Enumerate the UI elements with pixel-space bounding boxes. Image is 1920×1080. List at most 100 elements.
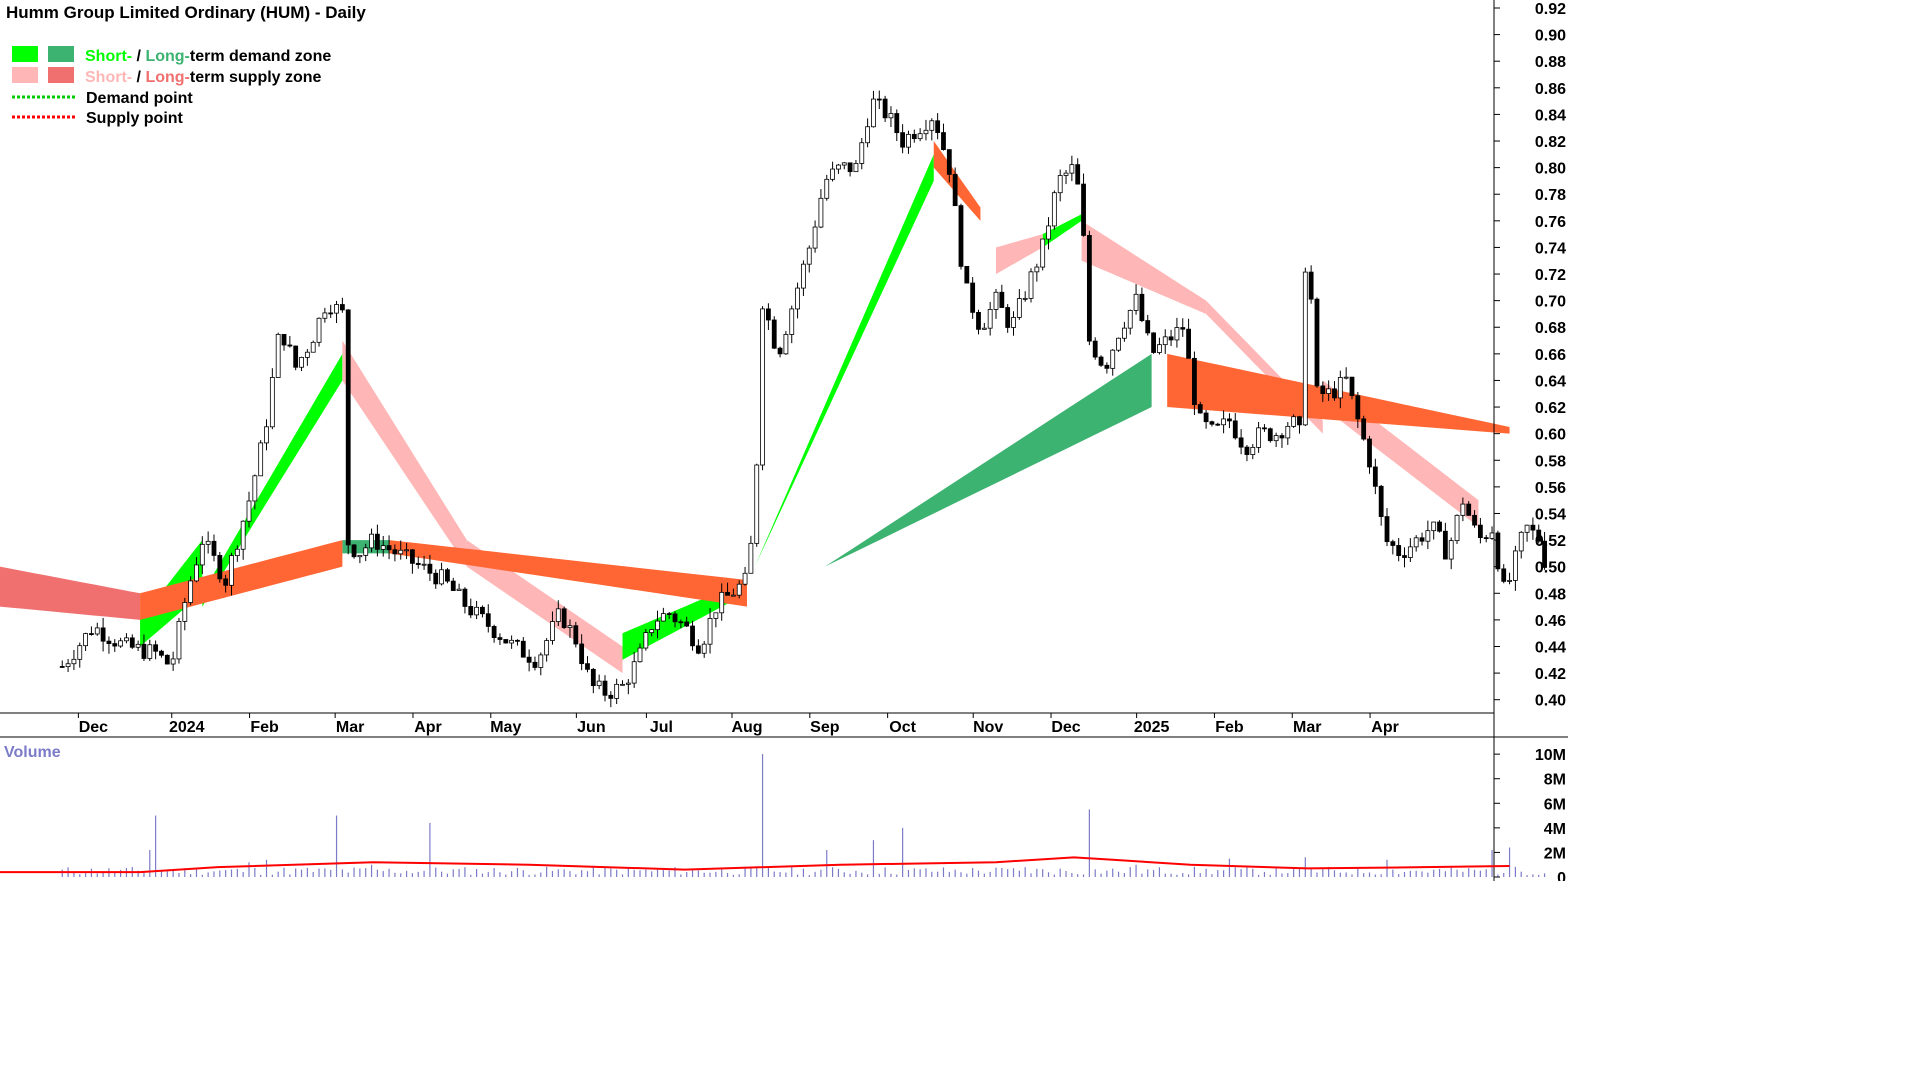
price-bar-body [445, 569, 450, 582]
price-bar-body [1518, 531, 1524, 552]
price-bar-body [1425, 530, 1431, 542]
price-bar-body [217, 555, 223, 580]
price-bar-body [1483, 537, 1489, 540]
price-bar-body [65, 663, 71, 668]
price-tick-label: 0.50 [1535, 560, 1566, 577]
price-bar-body [567, 625, 573, 628]
price-bar-body [964, 265, 970, 284]
date-tick-label: Oct [889, 719, 916, 736]
date-tick-label: Feb [250, 719, 279, 736]
price-bar-body [503, 639, 509, 644]
legend-supply-short: Short- [85, 69, 132, 86]
price-bar-body [917, 133, 923, 140]
price-bar-body [1477, 524, 1483, 539]
volume-y-ticks: 10M 8M 6M 4M 2M 0 [1494, 747, 1566, 881]
price-bar-body [923, 129, 929, 135]
price-bar-body [818, 197, 824, 228]
price-bar-body [1180, 327, 1186, 330]
price-bar-body [1442, 530, 1448, 560]
price-bar-body [1536, 529, 1542, 542]
price-bar-body [1215, 423, 1221, 426]
price-bar-body [1320, 385, 1326, 394]
long-term-supply-zone-band [0, 566, 141, 620]
price-bar-body [789, 308, 795, 335]
price-bar-body [754, 464, 760, 544]
price-tick-label: 0.64 [1535, 373, 1566, 390]
price-bar-body [783, 334, 789, 355]
short-term-supply-zone-band [996, 234, 1043, 275]
price-bar-body [1524, 524, 1530, 533]
price-bar-body [655, 620, 660, 631]
price-bar-body [643, 632, 649, 649]
price-bar-body [199, 543, 205, 566]
price-bar-body [894, 113, 900, 134]
price-bar-body [421, 563, 427, 566]
price-bar-body [211, 540, 217, 556]
date-tick-label: Mar [336, 719, 364, 736]
price-bar-body [853, 163, 859, 173]
date-tick-label: Dec [1051, 719, 1080, 736]
price-bar-body [1308, 271, 1314, 300]
legend-demand-zone: Short- / Long-term demand zone [85, 48, 331, 65]
short-term-supply-zone-band [1081, 220, 1207, 314]
legend-long-demand-swatch [48, 46, 74, 62]
price-bar-body [188, 580, 194, 603]
volume-tick-label: 2M [1544, 845, 1566, 862]
price-tick-label: 0.60 [1535, 427, 1566, 444]
price-bar-body [941, 132, 946, 150]
price-bar-body [865, 126, 871, 144]
price-bar-body [497, 637, 503, 640]
price-bar-body [1227, 418, 1232, 422]
price-bar-body [1326, 388, 1332, 394]
price-bar-body [614, 683, 620, 699]
legend-demand-rest: term demand zone [190, 48, 331, 65]
price-bar-body [736, 583, 742, 596]
price-bar-body [392, 549, 398, 555]
price-bar-body [1121, 327, 1127, 339]
short-term-supply-zone-band [466, 540, 623, 674]
legend-supply-point: Supply point [86, 110, 184, 127]
price-bar-body [1168, 336, 1174, 341]
price-bar-body [678, 621, 684, 624]
price-bar-body [118, 640, 124, 647]
price-bar-body [170, 658, 176, 665]
price-tick-label: 0.40 [1535, 693, 1566, 710]
price-bar-body [859, 142, 865, 164]
price-bar-body [561, 608, 567, 628]
price-bar-body [906, 133, 911, 148]
price-bar-body [1092, 340, 1098, 358]
price-bar-body [847, 162, 853, 173]
price-bar-body [1448, 540, 1454, 560]
price-bar-body [334, 304, 339, 314]
price-tick-label: 0.54 [1535, 506, 1566, 523]
price-bar-body [357, 554, 363, 558]
price-bar-body [573, 625, 579, 645]
price-bar-body [223, 578, 229, 586]
price-bar-body [147, 644, 153, 659]
short-term-demand-zone-band [202, 353, 343, 607]
price-bar-body [830, 168, 835, 180]
price-bar-body [129, 637, 135, 648]
price-bar-body [882, 98, 888, 119]
price-bar-body [725, 591, 730, 596]
price-bar-body [1250, 446, 1256, 455]
price-bar-body [1431, 521, 1437, 532]
price-bar-body [1419, 537, 1425, 542]
price-bar-body [1262, 427, 1267, 430]
price-bar-body [404, 549, 409, 552]
date-tick-label: Dec [79, 719, 108, 736]
price-bar-body [649, 629, 655, 634]
price-bar-body [164, 654, 170, 665]
price-bar-body [1098, 356, 1104, 366]
price-bar-body [1291, 416, 1297, 427]
price-bar-body [1542, 540, 1547, 568]
volume-label: Volume [4, 744, 61, 761]
price-bar-body [369, 533, 374, 549]
price-bar-body [1437, 521, 1442, 532]
price-bar-body [1057, 175, 1063, 194]
price-bar-body [841, 162, 847, 166]
price-bar-body [836, 164, 841, 170]
price-tick-label: 0.48 [1535, 586, 1566, 603]
volume-tick-label: 4M [1544, 821, 1566, 838]
price-bar-body [374, 533, 380, 550]
